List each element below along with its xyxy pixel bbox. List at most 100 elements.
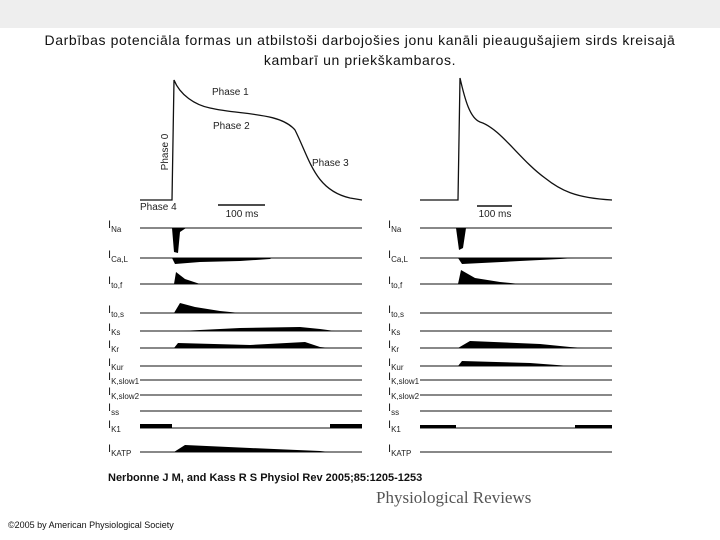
- current-trace: [458, 270, 520, 284]
- current-subscript: ss: [391, 408, 399, 417]
- phase-label: Phase 2: [213, 121, 250, 132]
- current-subscript: to,f: [111, 281, 123, 290]
- current-subscript: K1: [391, 425, 401, 434]
- current-subscript: Kr: [391, 345, 399, 354]
- current-subscript: KATP: [111, 449, 131, 458]
- current-trace: [420, 425, 612, 428]
- current-subscript: Kr: [111, 345, 119, 354]
- current-trace: [458, 341, 585, 348]
- current-subscript: KATP: [391, 449, 411, 458]
- current-label: INa: [388, 219, 402, 234]
- current-label: IK,slow1: [388, 371, 420, 386]
- current-subscript: Na: [111, 225, 122, 234]
- current-symbol: I: [388, 371, 391, 383]
- action-potential: [140, 79, 363, 201]
- current-trace: [140, 424, 362, 428]
- current-subscript: ss: [111, 408, 119, 417]
- current-subscript: Kur: [111, 363, 124, 372]
- copyright: ©2005 by American Physiological Society: [8, 520, 174, 530]
- current-subscript: K1: [111, 425, 121, 434]
- current-subscript: Kur: [391, 363, 404, 372]
- current-symbol: I: [108, 275, 111, 287]
- current-label: Ito,f: [108, 275, 123, 290]
- current-label: IK1: [388, 419, 401, 434]
- current-symbol: I: [108, 219, 111, 231]
- current-label: IKur: [388, 357, 404, 372]
- current-subscript: Ca,L: [111, 255, 128, 264]
- current-trace: [456, 228, 466, 250]
- phase-label: Phase 1: [212, 87, 249, 98]
- current-label: IKs: [108, 322, 120, 337]
- current-symbol: I: [388, 219, 391, 231]
- current-trace: [174, 342, 330, 348]
- current-symbol: I: [388, 249, 391, 261]
- current-label: IK1: [108, 419, 121, 434]
- current-symbol: I: [388, 304, 391, 316]
- current-subscript: K,slow1: [111, 377, 140, 386]
- current-label: IKur: [108, 357, 124, 372]
- current-symbol: I: [108, 371, 111, 383]
- current-symbol: I: [388, 322, 391, 334]
- phase-label: Phase 0: [160, 133, 171, 170]
- scale-label: 100 ms: [226, 209, 259, 220]
- scale-label: 100 ms: [479, 209, 512, 220]
- current-label: Iss: [108, 402, 119, 417]
- current-label: IK,slow2: [388, 386, 420, 401]
- current-symbol: I: [108, 402, 111, 414]
- current-symbol: I: [108, 339, 111, 351]
- current-symbol: I: [388, 419, 391, 431]
- phase-label: Phase 3: [312, 158, 349, 169]
- current-label: IKs: [388, 322, 400, 337]
- current-label: IKr: [108, 339, 119, 354]
- journal-logo: Physiological Reviews: [376, 488, 532, 507]
- current-symbol: I: [388, 402, 391, 414]
- current-label: Iss: [388, 402, 399, 417]
- current-symbol: I: [108, 386, 111, 398]
- slide-title: Darbības potenciāla formas un atbilstoši…: [44, 32, 676, 68]
- current-label: IK,slow2: [108, 386, 140, 401]
- current-symbol: I: [108, 322, 111, 334]
- current-trace: [180, 327, 335, 331]
- current-symbol: I: [108, 419, 111, 431]
- current-symbol: I: [388, 339, 391, 351]
- current-trace: [172, 258, 272, 264]
- current-label: IKATP: [108, 443, 131, 458]
- current-trace: [458, 361, 570, 366]
- current-trace: [458, 258, 575, 264]
- current-subscript: Na: [391, 225, 402, 234]
- current-trace: [172, 228, 186, 253]
- current-label: IK,slow1: [108, 371, 140, 386]
- current-symbol: I: [388, 443, 391, 455]
- current-subscript: Ks: [111, 328, 120, 337]
- current-trace: [174, 272, 200, 284]
- current-subscript: K,slow1: [391, 377, 420, 386]
- action-potential: [420, 77, 613, 201]
- current-label: IKr: [388, 339, 399, 354]
- current-symbol: I: [388, 386, 391, 398]
- current-label: Ito,s: [108, 304, 124, 319]
- current-symbol: I: [108, 357, 111, 369]
- current-trace: [174, 303, 240, 313]
- current-subscript: to,s: [391, 310, 404, 319]
- current-subscript: Ca,L: [391, 255, 408, 264]
- current-symbol: I: [388, 357, 391, 369]
- current-label: IKATP: [388, 443, 411, 458]
- current-label: ICa,L: [108, 249, 129, 264]
- current-symbol: I: [108, 443, 111, 455]
- current-label: Ito,f: [388, 275, 403, 290]
- phase-label: Phase 4: [140, 202, 177, 213]
- current-label: INa: [108, 219, 122, 234]
- top-bar: [0, 0, 720, 28]
- current-label: ICa,L: [388, 249, 409, 264]
- current-label: Ito,s: [388, 304, 404, 319]
- current-symbol: I: [108, 304, 111, 316]
- current-subscript: to,f: [391, 281, 403, 290]
- citation: Nerbonne J M, and Kass R S Physiol Rev 2…: [108, 472, 423, 484]
- current-trace: [174, 445, 330, 452]
- current-subscript: K,slow2: [111, 392, 140, 401]
- current-subscript: Ks: [391, 328, 400, 337]
- current-symbol: I: [108, 249, 111, 261]
- current-symbol: I: [388, 275, 391, 287]
